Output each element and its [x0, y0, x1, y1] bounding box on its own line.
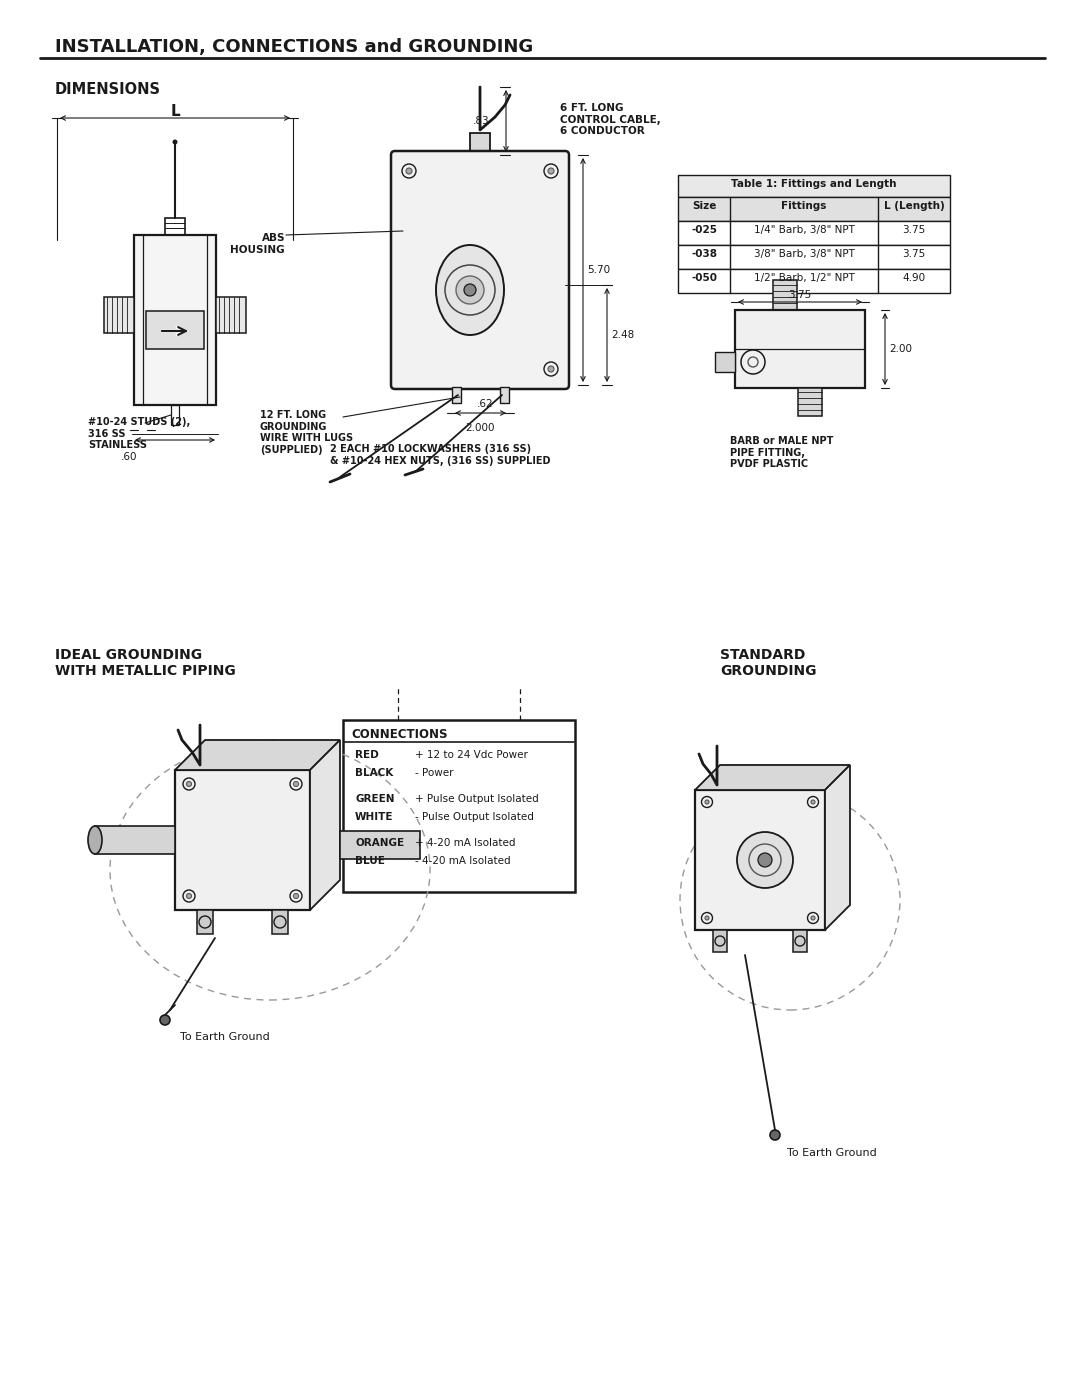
Text: IDEAL GROUNDING
WITH METALLIC PIPING: IDEAL GROUNDING WITH METALLIC PIPING [55, 648, 235, 678]
Bar [165, 218, 185, 235]
Polygon shape [95, 826, 175, 854]
Text: + Pulse Output Isolated: + Pulse Output Isolated [415, 793, 539, 805]
Circle shape [294, 781, 298, 787]
Text: 1/2" Barb, 1/2" NPT: 1/2" Barb, 1/2" NPT [754, 272, 854, 284]
Bar [171, 405, 179, 425]
Text: L: L [171, 103, 179, 119]
Ellipse shape [87, 826, 102, 854]
Circle shape [294, 894, 298, 898]
Text: 5.70: 5.70 [588, 265, 610, 275]
Bar [175, 770, 310, 909]
Bar [773, 279, 797, 310]
Text: .60: .60 [121, 453, 137, 462]
Text: WHITE: WHITE [355, 812, 393, 821]
Text: To Earth Ground: To Earth Ground [180, 1032, 270, 1042]
Bar [197, 909, 213, 935]
Bar [713, 930, 727, 951]
Circle shape [187, 781, 191, 787]
Bar [715, 352, 735, 372]
Text: To Earth Ground: To Earth Ground [787, 1148, 877, 1158]
Bar [216, 298, 246, 332]
Polygon shape [696, 766, 850, 789]
Text: #10-24 STUDS (2),
316 SS
STAINLESS: #10-24 STUDS (2), 316 SS STAINLESS [87, 416, 190, 450]
Text: BLACK: BLACK [355, 768, 393, 778]
Text: .83: .83 [473, 116, 490, 126]
Text: GREEN: GREEN [355, 793, 394, 805]
Polygon shape [310, 740, 340, 909]
Text: 2.00: 2.00 [889, 344, 912, 353]
Circle shape [464, 284, 476, 296]
Polygon shape [175, 740, 340, 770]
Text: Fittings: Fittings [781, 201, 826, 211]
Text: Size: Size [692, 201, 716, 211]
Text: - Pulse Output Isolated: - Pulse Output Isolated [415, 812, 534, 821]
Bar [678, 270, 950, 293]
Bar [500, 387, 509, 402]
Text: -038: -038 [691, 249, 717, 258]
Circle shape [456, 277, 484, 305]
Circle shape [758, 854, 772, 868]
Bar [104, 298, 134, 332]
Text: .62: .62 [476, 400, 494, 409]
FancyBboxPatch shape [391, 151, 569, 388]
Text: 4.90: 4.90 [903, 272, 926, 284]
Text: RED: RED [355, 750, 379, 760]
Text: -050: -050 [691, 272, 717, 284]
Bar [343, 719, 575, 893]
Text: ABS
HOUSING: ABS HOUSING [230, 233, 285, 254]
Text: 3/8" Barb, 3/8" NPT: 3/8" Barb, 3/8" NPT [754, 249, 854, 258]
Text: 2 EACH #10 LOCKWASHERS (316 SS)
& #10-24 HEX NUTS, (316 SS) SUPPLIED: 2 EACH #10 LOCKWASHERS (316 SS) & #10-24… [330, 444, 551, 465]
Text: BARB or MALE NPT
PIPE FITTING,
PVDF PLASTIC: BARB or MALE NPT PIPE FITTING, PVDF PLAS… [730, 436, 834, 469]
Ellipse shape [436, 244, 504, 335]
Text: L (Length): L (Length) [883, 201, 944, 211]
Circle shape [705, 916, 708, 921]
Text: INSTALLATION, CONNECTIONS and GROUNDING: INSTALLATION, CONNECTIONS and GROUNDING [55, 38, 534, 56]
Bar [678, 244, 950, 270]
Bar [678, 197, 950, 221]
Bar [453, 387, 461, 402]
Text: + 12 to 24 Vdc Power: + 12 to 24 Vdc Power [415, 750, 528, 760]
Text: CONNECTIONS: CONNECTIONS [351, 728, 447, 740]
Text: - Power: - Power [415, 768, 454, 778]
Bar [678, 175, 950, 197]
Bar [798, 388, 822, 416]
Bar [793, 930, 807, 951]
Text: Table 1: Fittings and Length: Table 1: Fittings and Length [731, 179, 896, 189]
Bar [272, 909, 288, 935]
Bar [696, 789, 825, 930]
Circle shape [160, 1016, 170, 1025]
Circle shape [187, 894, 191, 898]
Text: 3.75: 3.75 [788, 291, 812, 300]
Circle shape [705, 800, 708, 805]
Text: 12 FT. LONG
GROUNDING
WIRE WITH LUGS
(SUPPLIED): 12 FT. LONG GROUNDING WIRE WITH LUGS (SU… [260, 409, 353, 455]
Text: 6 FT. LONG
CONTROL CABLE,
6 CONDUCTOR: 6 FT. LONG CONTROL CABLE, 6 CONDUCTOR [561, 103, 661, 136]
Text: 3.75: 3.75 [903, 249, 926, 258]
Circle shape [811, 800, 815, 805]
Circle shape [548, 168, 554, 175]
Text: 1/4" Barb, 3/8" NPT: 1/4" Barb, 3/8" NPT [754, 225, 854, 235]
Text: ORANGE: ORANGE [355, 838, 404, 848]
Circle shape [811, 916, 815, 921]
Bar [678, 221, 950, 244]
Bar [470, 133, 490, 155]
Text: STANDARD
GROUNDING: STANDARD GROUNDING [720, 648, 816, 678]
Text: BLUE: BLUE [355, 856, 384, 866]
Circle shape [406, 168, 411, 175]
Text: -025: -025 [691, 225, 717, 235]
Circle shape [548, 366, 554, 372]
Polygon shape [340, 831, 420, 859]
Text: + 4-20 mA Isolated: + 4-20 mA Isolated [415, 838, 515, 848]
Text: - 4-20 mA Isolated: - 4-20 mA Isolated [415, 856, 511, 866]
Text: 2.48: 2.48 [611, 330, 634, 339]
Circle shape [770, 1130, 780, 1140]
Circle shape [173, 140, 177, 144]
Bar [735, 310, 865, 388]
Text: 2.000: 2.000 [465, 423, 495, 433]
Polygon shape [825, 766, 850, 930]
Bar [146, 312, 204, 349]
Text: 3.75: 3.75 [903, 225, 926, 235]
Text: DIMENSIONS: DIMENSIONS [55, 82, 161, 96]
Circle shape [737, 833, 793, 888]
Bar [134, 235, 216, 405]
